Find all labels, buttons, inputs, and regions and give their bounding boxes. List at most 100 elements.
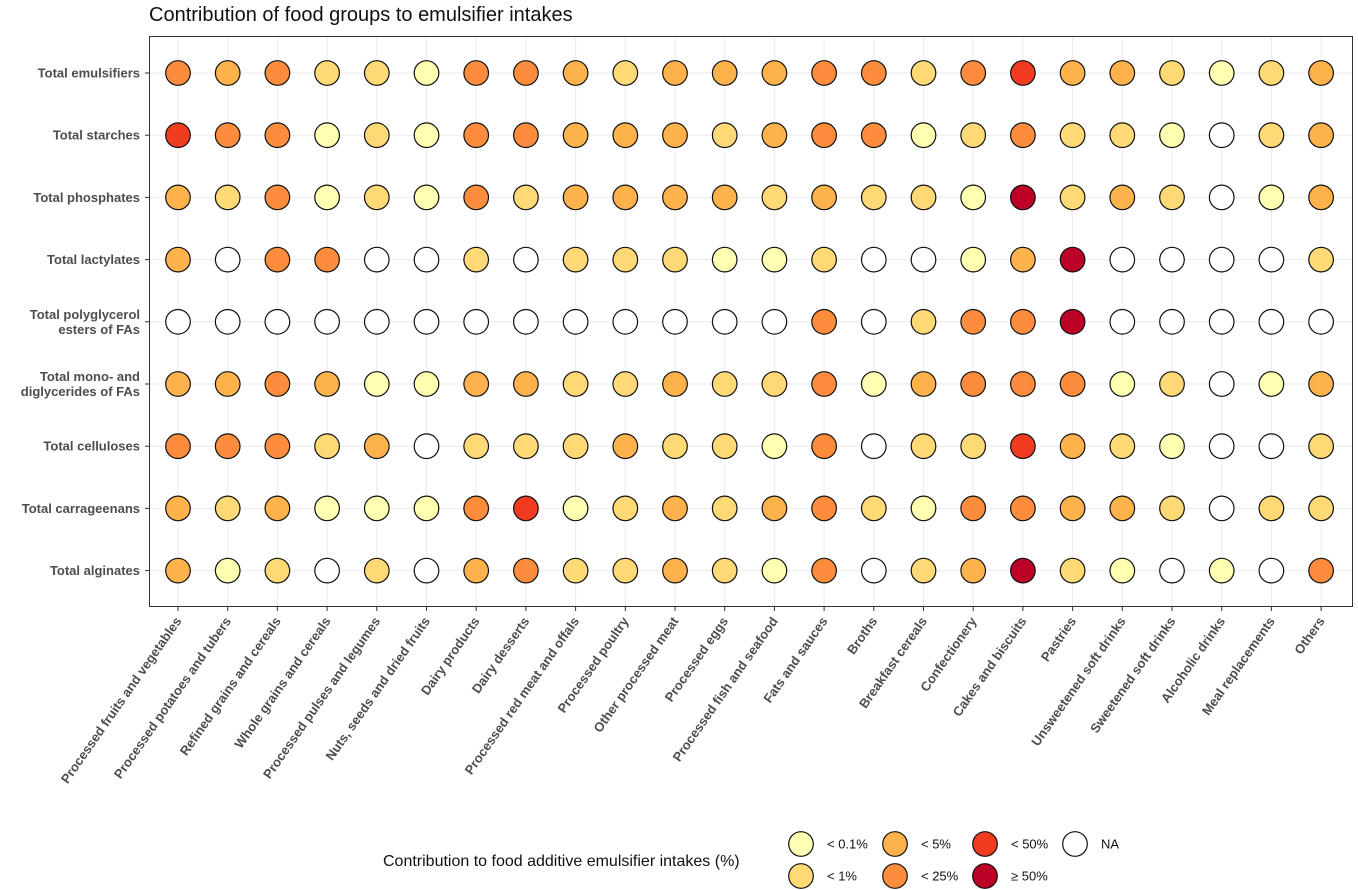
data-point xyxy=(1258,433,1285,460)
data-point xyxy=(910,60,937,86)
data-point xyxy=(363,60,390,86)
data-point xyxy=(662,557,688,584)
data-point xyxy=(1208,495,1235,522)
data-point xyxy=(1059,308,1086,335)
data-point xyxy=(860,60,887,86)
data-point xyxy=(711,60,738,86)
data-point xyxy=(1059,371,1086,397)
y-axis-label: esters of FAs xyxy=(58,322,140,337)
data-point xyxy=(165,184,191,211)
data-point xyxy=(1208,60,1235,86)
legend-swatch xyxy=(972,831,998,857)
data-point xyxy=(1308,246,1334,273)
data-point xyxy=(463,433,490,460)
data-point xyxy=(314,246,341,273)
data-point xyxy=(264,60,291,86)
data-point xyxy=(165,433,191,460)
data-point xyxy=(1159,122,1185,149)
data-point xyxy=(711,433,738,460)
legend-label: < 1% xyxy=(827,869,857,884)
x-axis-ticks xyxy=(177,606,1322,611)
y-axis-label: Total alginates xyxy=(50,563,140,578)
data-point xyxy=(463,184,490,211)
data-point xyxy=(1308,371,1334,397)
data-point xyxy=(1208,433,1235,460)
data-point xyxy=(811,433,837,460)
data-point xyxy=(711,122,738,149)
y-axis-labels: Total emulsifiers Total starches Total pho… xyxy=(21,66,140,579)
data-point xyxy=(860,308,887,335)
y-axis-label: Total polyglycerol xyxy=(30,307,140,322)
data-point xyxy=(1308,122,1334,149)
data-point xyxy=(1059,557,1086,584)
data-point xyxy=(1159,60,1185,86)
data-point xyxy=(811,557,837,584)
data-point xyxy=(214,495,241,522)
data-point xyxy=(1308,433,1334,460)
legend-label: < 50% xyxy=(1011,837,1049,852)
data-point xyxy=(214,433,241,460)
data-point xyxy=(165,371,191,397)
data-point xyxy=(1109,557,1136,584)
data-point xyxy=(910,371,937,397)
data-point xyxy=(612,122,639,149)
data-point xyxy=(1059,122,1086,149)
legend-title: Contribution to food additive emulsifier… xyxy=(383,853,740,870)
data-point xyxy=(1208,371,1235,397)
data-point xyxy=(562,60,589,86)
data-point xyxy=(1308,60,1334,86)
data-point xyxy=(562,495,589,522)
data-point xyxy=(413,557,440,584)
data-point xyxy=(1010,495,1036,522)
data-point xyxy=(264,246,291,273)
data-point xyxy=(1059,184,1086,211)
data-point xyxy=(1308,184,1334,211)
data-point xyxy=(711,371,738,397)
x-axis-label: Nuts, seeds and dried fruits xyxy=(322,614,432,763)
data-point xyxy=(165,495,191,522)
data-point xyxy=(612,60,639,86)
data-point xyxy=(1109,60,1136,86)
legend-swatch xyxy=(882,831,908,857)
data-point xyxy=(811,495,837,522)
data-point xyxy=(1109,184,1136,211)
legend-swatch xyxy=(788,831,814,857)
data-point xyxy=(314,371,341,397)
data-point xyxy=(1159,184,1185,211)
legend-items: < 0.1% < 1% < 5% < 25% < 50% ≥ 50% NA xyxy=(788,831,1119,889)
data-point xyxy=(612,184,639,211)
data-point xyxy=(165,308,191,335)
data-point xyxy=(413,433,440,460)
data-point xyxy=(1208,122,1235,149)
data-point xyxy=(463,60,490,86)
data-point xyxy=(761,495,788,522)
data-point xyxy=(214,557,241,584)
data-point xyxy=(1258,60,1285,86)
data-point xyxy=(612,557,639,584)
legend-label: < 0.1% xyxy=(827,837,868,852)
data-point xyxy=(314,60,341,86)
data-point xyxy=(761,246,788,273)
data-point xyxy=(860,433,887,460)
data-point xyxy=(960,184,987,211)
data-point xyxy=(363,184,390,211)
data-point xyxy=(711,184,738,211)
data-point xyxy=(811,371,837,397)
data-point xyxy=(463,557,490,584)
data-point xyxy=(811,308,837,335)
y-axis-label: Total phosphates xyxy=(33,190,140,205)
chart-title: Contribution of food groups to emulsifie… xyxy=(149,4,573,26)
x-axis-label: Sweetened soft drinks xyxy=(1087,614,1178,736)
data-point xyxy=(1059,495,1086,522)
legend-swatch xyxy=(788,863,814,889)
data-point xyxy=(860,557,887,584)
data-point xyxy=(612,308,639,335)
data-point xyxy=(860,184,887,211)
data-point xyxy=(960,122,987,149)
data-points xyxy=(165,60,1334,584)
data-point xyxy=(1258,246,1285,273)
data-point xyxy=(562,308,589,335)
data-point xyxy=(513,60,539,86)
legend-swatch xyxy=(972,863,998,889)
data-point xyxy=(214,371,241,397)
